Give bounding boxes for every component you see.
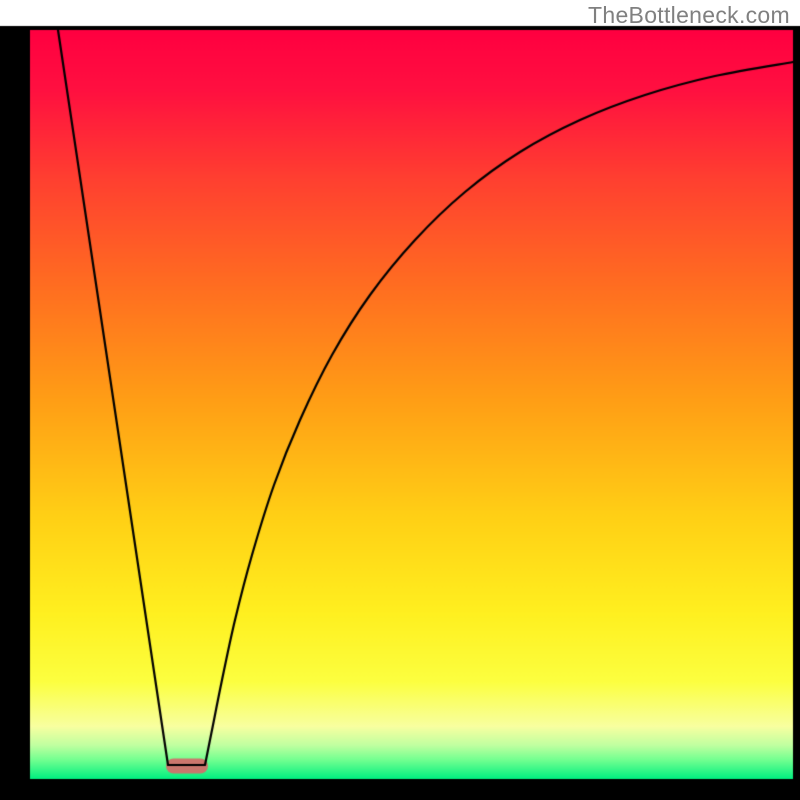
chart-container: TheBottleneck.com: [0, 0, 800, 800]
watermark-text: TheBottleneck.com: [588, 2, 790, 29]
chart-canvas: [0, 0, 800, 800]
